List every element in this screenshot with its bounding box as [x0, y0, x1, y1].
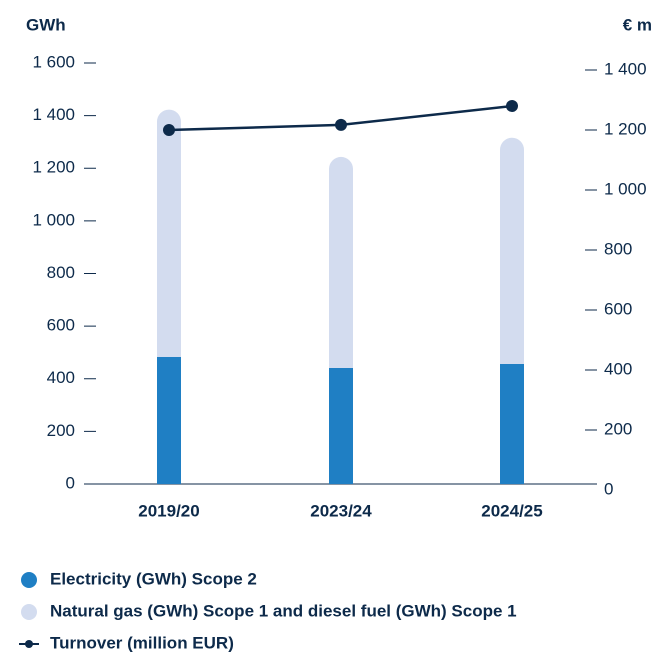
y-tick-label: 1 200 — [32, 158, 75, 177]
y-tick-label: 400 — [47, 368, 75, 387]
y2-axis-label: € m — [623, 15, 652, 34]
legend-marker — [21, 572, 37, 588]
y2-tick-label: 800 — [604, 239, 632, 258]
x-tick-label: 2023/24 — [310, 501, 372, 520]
legend-label: Turnover (million EUR) — [50, 633, 234, 652]
legend-marker — [21, 604, 37, 620]
bar — [329, 156, 353, 368]
y-axis-label: GWh — [26, 15, 66, 34]
bar — [157, 109, 181, 357]
y-tick-label: 600 — [47, 316, 75, 335]
y-tick-label: 1 400 — [32, 105, 75, 124]
y2-tick-label: 200 — [604, 419, 632, 438]
y2-tick-label: 0 — [604, 479, 613, 498]
x-tick-label: 2019/20 — [138, 501, 199, 520]
line-point — [335, 118, 347, 131]
bar — [329, 367, 353, 484]
line-point — [506, 100, 518, 112]
bar — [500, 137, 524, 365]
y2-tick-label: 1 200 — [604, 119, 647, 138]
y-tick-label: 800 — [47, 263, 75, 282]
legend-label: Natural gas (GWh) Scope 1 and diesel fue… — [50, 601, 517, 620]
y-tick-label: 1 000 — [32, 210, 75, 229]
y2-tick-label: 1 000 — [604, 179, 647, 198]
bar — [500, 364, 524, 484]
y2-tick-label: 600 — [604, 299, 632, 318]
legend-marker — [25, 640, 33, 648]
y-tick-label: 0 — [66, 473, 75, 492]
y2-tick-label: 1 400 — [604, 59, 647, 78]
y-tick-label: 200 — [47, 421, 75, 440]
x-tick-label: 2024/25 — [481, 501, 542, 520]
y2-tick-label: 400 — [604, 359, 632, 378]
legend-label: Electricity (GWh) Scope 2 — [50, 569, 257, 588]
bar — [157, 356, 181, 484]
line-point — [163, 124, 175, 136]
y-tick-label: 1 600 — [32, 52, 75, 71]
